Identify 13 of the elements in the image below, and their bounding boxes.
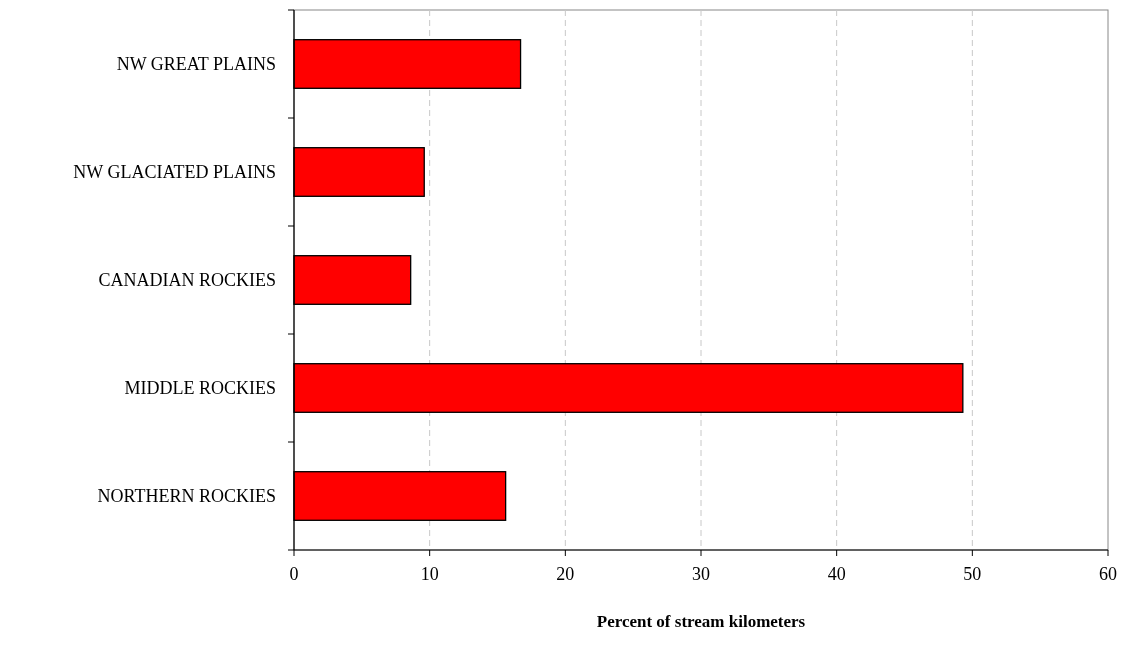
y-tick-label: NORTHERN ROCKIES [97, 486, 276, 507]
y-tick-label: CANADIAN ROCKIES [98, 270, 276, 291]
x-tick-label: 0 [289, 564, 299, 584]
x-tick-label: 30 [692, 564, 710, 584]
y-tick-label: NW GREAT PLAINS [116, 54, 276, 75]
y-tick-label: MIDDLE ROCKIES [124, 378, 276, 399]
y-tick-label: NW GLACIATED PLAINS [73, 162, 276, 183]
x-tick-label: 60 [1099, 564, 1117, 584]
x-axis-title: Percent of stream kilometers [596, 612, 806, 631]
x-tick-label: 40 [827, 564, 846, 584]
x-tick-label: 20 [556, 564, 575, 584]
x-tick-label: 10 [420, 564, 439, 584]
x-tick-label: 50 [963, 564, 982, 584]
